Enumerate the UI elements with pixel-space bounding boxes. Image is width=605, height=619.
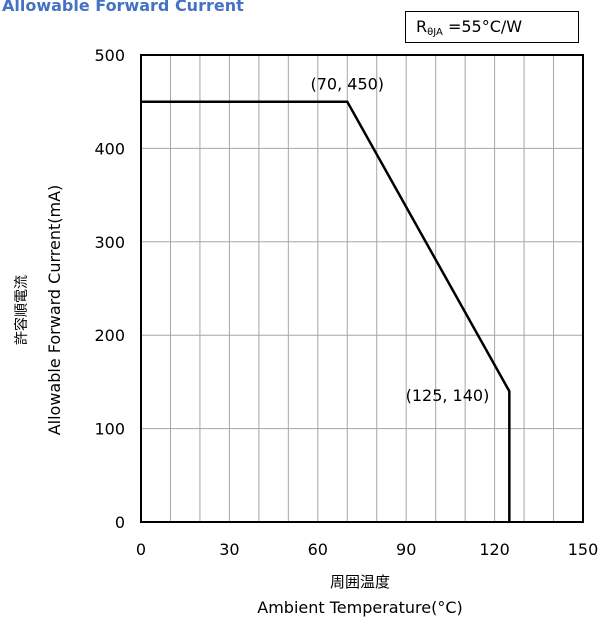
point-annotation: (70, 450) bbox=[310, 75, 384, 94]
x-axis-label: Ambient Temperature(°C) bbox=[257, 598, 462, 617]
y-tick-label: 0 bbox=[115, 513, 125, 532]
horizontal-gridlines bbox=[141, 148, 583, 428]
x-tick-label: 150 bbox=[568, 540, 599, 559]
x-tick-label: 60 bbox=[308, 540, 328, 559]
x-tick-label: 30 bbox=[219, 540, 239, 559]
point-annotations: (70, 450) (125, 140) bbox=[310, 75, 489, 406]
x-tick-label: 90 bbox=[396, 540, 416, 559]
x-tick-labels: 0 30 60 90 120 150 bbox=[136, 540, 598, 559]
x-tick-label: 0 bbox=[136, 540, 146, 559]
plot-frame bbox=[141, 55, 583, 522]
y-tick-label: 200 bbox=[94, 326, 125, 345]
point-annotation: (125, 140) bbox=[406, 386, 490, 405]
derating-curve bbox=[141, 102, 509, 522]
y-tick-label: 100 bbox=[94, 420, 125, 439]
x-axis-label-ja: 周囲温度 bbox=[330, 573, 390, 591]
y-tick-label: 400 bbox=[94, 139, 125, 158]
vertical-gridlines bbox=[170, 55, 553, 522]
y-axis-label-ja: 許容順電流 bbox=[13, 275, 30, 345]
y-tick-labels: 0 100 200 300 400 500 bbox=[94, 46, 125, 532]
y-tick-label: 500 bbox=[94, 46, 125, 65]
y-axis-label: Allowable Forward Current(mA) bbox=[45, 185, 64, 436]
y-tick-label: 300 bbox=[94, 233, 125, 252]
x-tick-label: 120 bbox=[479, 540, 510, 559]
